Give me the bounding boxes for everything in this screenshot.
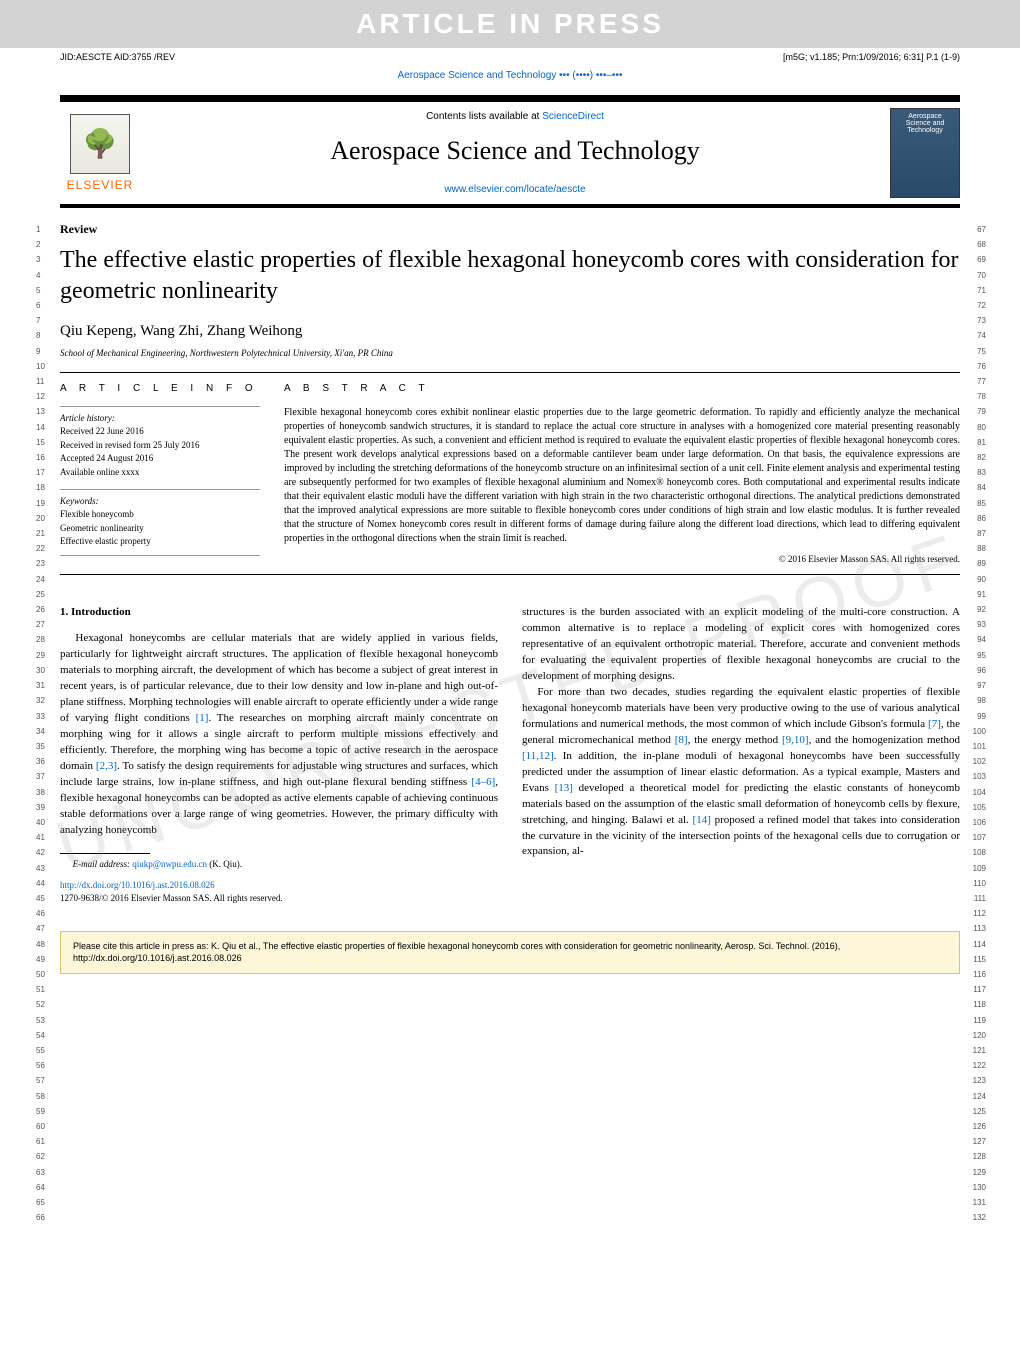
footnote-divider [60, 853, 150, 854]
history-accepted: Accepted 24 August 2016 [60, 452, 260, 466]
issn-copyright-line: 1270-9638/© 2016 Elsevier Masson SAS. Al… [60, 892, 498, 905]
intro-paragraph-2: structures is the burden associated with… [522, 605, 960, 685]
keyword-1: Flexible honeycomb [60, 508, 260, 522]
header-meta-row: JID:AESCTE AID:3755 /REV [m5G; v1.185; P… [0, 48, 1020, 66]
journal-header-box: ELSEVIER Contents lists available at Sci… [60, 95, 960, 208]
ref-link[interactable]: [7] [928, 718, 941, 730]
journal-cite-link[interactable]: Aerospace Science and Technology ••• (••… [398, 70, 623, 81]
ref-link[interactable]: [1] [196, 712, 209, 724]
journal-url: www.elsevier.com/locate/aescte [160, 184, 870, 195]
sciencedirect-link[interactable]: ScienceDirect [542, 111, 604, 122]
elsevier-text: ELSEVIER [60, 178, 140, 192]
info-abstract-row: A R T I C L E I N F O Article history: R… [60, 372, 960, 575]
abstract-copyright: © 2016 Elsevier Masson SAS. All rights r… [284, 554, 960, 564]
doi-link[interactable]: http://dx.doi.org/10.1016/j.ast.2016.08.… [60, 880, 215, 890]
abstract-text: Flexible hexagonal honeycomb cores exhib… [284, 406, 960, 546]
body-col-left: 1. Introduction Hexagonal honeycombs are… [60, 605, 498, 904]
journal-center: Contents lists available at ScienceDirec… [140, 111, 890, 195]
article-history-label: Article history: [60, 406, 260, 423]
line-numbers-right: 6768697071727374757677787980818283848586… [973, 222, 986, 1225]
history-revised: Received in revised form 25 July 2016 [60, 439, 260, 453]
article-in-press-banner: ARTICLE IN PRESS [0, 0, 1020, 48]
keyword-2: Geometric nonlinearity [60, 522, 260, 536]
history-received: Received 22 June 2016 [60, 425, 260, 439]
ref-link[interactable]: [2,3] [96, 760, 117, 772]
intro-paragraph-1: Hexagonal honeycombs are cellular materi… [60, 631, 498, 838]
journal-cover-thumbnail: Aerospace Science and Technology [890, 108, 960, 198]
section-1-heading: 1. Introduction [60, 605, 498, 621]
ref-link[interactable]: [14] [693, 814, 711, 826]
ref-link[interactable]: [9,10] [782, 734, 809, 746]
article-body-wrap: 1234567891011121314151617181920212223242… [60, 222, 960, 905]
line-numbers-left: 1234567891011121314151617181920212223242… [36, 222, 45, 1225]
journal-citation-placeholder: Aerospace Science and Technology ••• (••… [0, 66, 1020, 85]
keywords-label: Keywords: [60, 489, 260, 506]
article-type: Review [60, 222, 960, 237]
abstract-heading: A B S T R A C T [284, 383, 960, 394]
author-email-link[interactable]: qiukp@nwpu.edu.cn [132, 859, 207, 869]
please-cite-box: Please cite this article in press as: K.… [60, 931, 960, 974]
author-list: Qiu Kepeng, Wang Zhi, Zhang Weihong [60, 323, 960, 340]
elsevier-tree-icon [70, 114, 130, 174]
corresponding-email-footnote: E-mail address: qiukp@nwpu.edu.cn (K. Qi… [60, 858, 498, 871]
doi-line: http://dx.doi.org/10.1016/j.ast.2016.08.… [60, 879, 498, 892]
abstract-column: A B S T R A C T Flexible hexagonal honey… [284, 383, 960, 564]
article-info-heading: A R T I C L E I N F O [60, 383, 260, 394]
article-title: The effective elastic properties of flex… [60, 245, 960, 307]
ref-link[interactable]: [13] [555, 782, 573, 794]
history-online: Available online xxxx [60, 466, 260, 480]
affiliation: School of Mechanical Engineering, Northw… [60, 348, 960, 358]
ref-link[interactable]: [4–6] [471, 776, 495, 788]
article-info-column: A R T I C L E I N F O Article history: R… [60, 383, 260, 564]
keyword-3: Effective elastic property [60, 535, 260, 549]
ref-link[interactable]: [8] [675, 734, 688, 746]
contents-available-line: Contents lists available at ScienceDirec… [160, 111, 870, 122]
jid-aid: JID:AESCTE AID:3755 /REV [60, 52, 175, 62]
ref-link[interactable]: [11,12] [522, 750, 554, 762]
elsevier-logo[interactable]: ELSEVIER [60, 114, 140, 192]
intro-paragraph-3: For more than two decades, studies regar… [522, 685, 960, 860]
journal-homepage-link[interactable]: www.elsevier.com/locate/aescte [444, 184, 585, 195]
body-two-columns: 1. Introduction Hexagonal honeycombs are… [60, 605, 960, 904]
print-meta: [m5G; v1.185; Prn:1/09/2016; 6:31] P.1 (… [783, 52, 960, 62]
body-col-right: structures is the burden associated with… [522, 605, 960, 904]
journal-title: Aerospace Science and Technology [160, 136, 870, 166]
